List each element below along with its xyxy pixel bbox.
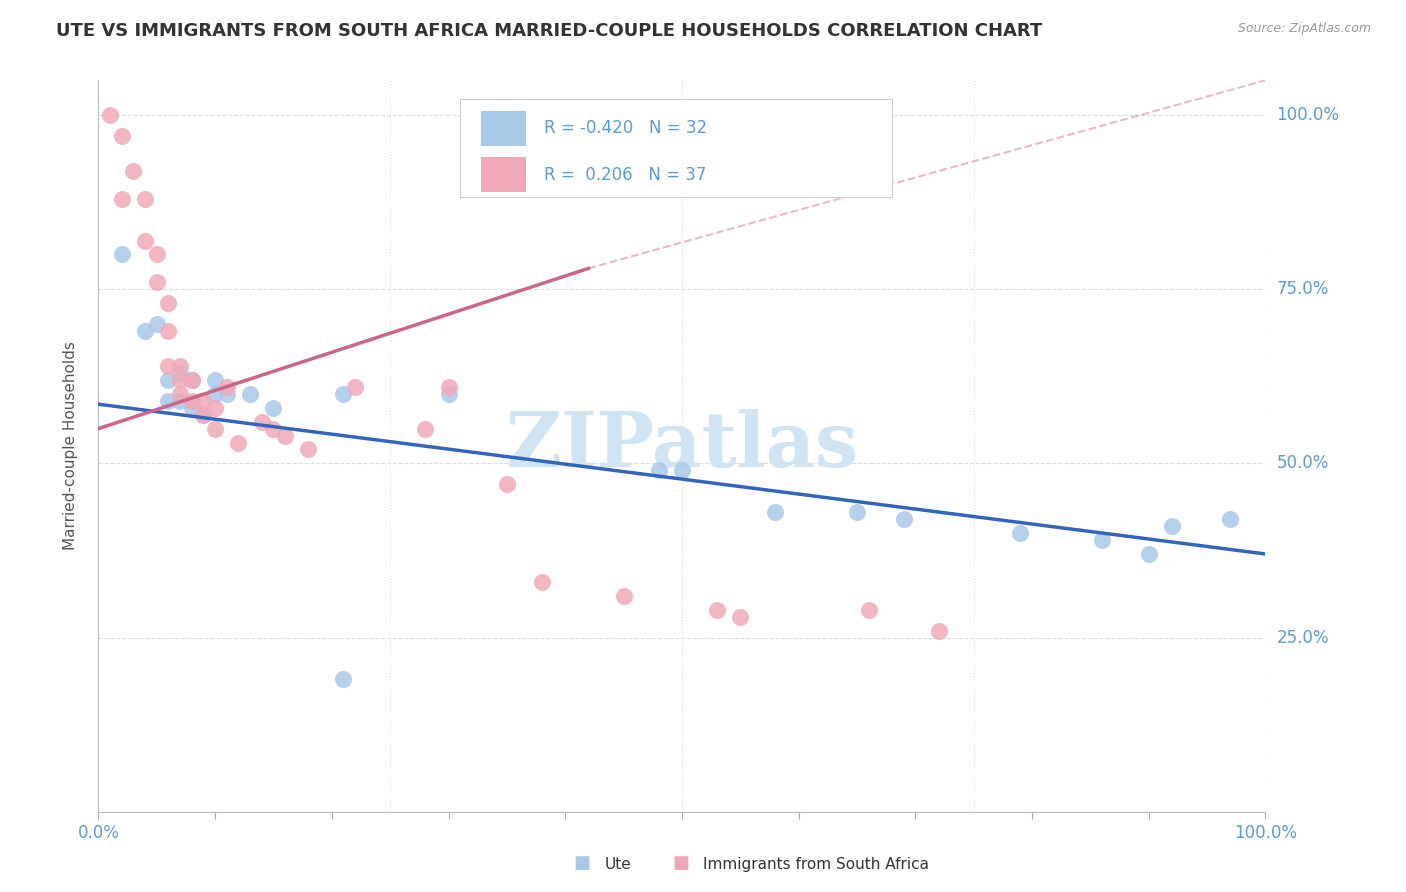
Point xyxy=(180,373,202,387)
Point xyxy=(332,673,354,687)
Text: ■: ■ xyxy=(672,855,689,872)
Point xyxy=(146,247,169,261)
Text: 75.0%: 75.0% xyxy=(1277,280,1329,298)
Point xyxy=(893,512,915,526)
Text: Source: ZipAtlas.com: Source: ZipAtlas.com xyxy=(1237,22,1371,36)
Text: 25.0%: 25.0% xyxy=(1277,629,1329,647)
Point xyxy=(180,393,202,408)
Point xyxy=(111,247,134,261)
Point xyxy=(169,386,191,401)
Point xyxy=(193,408,215,422)
Point xyxy=(204,421,226,435)
Point xyxy=(297,442,319,457)
Point xyxy=(157,373,180,387)
Point xyxy=(111,128,134,143)
Text: 100.0%: 100.0% xyxy=(1277,106,1340,124)
Point xyxy=(180,401,202,415)
Point xyxy=(111,192,134,206)
Point xyxy=(1161,519,1184,533)
Point xyxy=(228,435,250,450)
Point xyxy=(193,393,215,408)
Point xyxy=(169,393,191,408)
Point xyxy=(157,359,180,373)
Point xyxy=(613,589,636,603)
Point xyxy=(1219,512,1241,526)
FancyBboxPatch shape xyxy=(460,99,891,197)
Point xyxy=(250,415,273,429)
Point xyxy=(858,603,880,617)
Text: Ute: Ute xyxy=(605,857,631,872)
Text: Immigrants from South Africa: Immigrants from South Africa xyxy=(703,857,929,872)
Point xyxy=(157,393,180,408)
Point xyxy=(215,386,238,401)
Point xyxy=(204,401,226,415)
Point xyxy=(215,380,238,394)
Point xyxy=(530,574,553,589)
Point xyxy=(98,108,121,122)
Point xyxy=(730,609,752,624)
Point xyxy=(437,380,460,394)
Point xyxy=(157,324,180,338)
Point xyxy=(262,401,284,415)
FancyBboxPatch shape xyxy=(481,157,526,193)
Point xyxy=(169,359,191,373)
Point xyxy=(928,624,950,638)
Point xyxy=(763,505,786,519)
Point xyxy=(204,373,226,387)
Text: ■: ■ xyxy=(574,855,591,872)
Point xyxy=(169,366,191,380)
Text: R =  0.206   N = 37: R = 0.206 N = 37 xyxy=(544,166,707,184)
FancyBboxPatch shape xyxy=(481,111,526,146)
Point xyxy=(671,463,693,477)
Text: R = -0.420   N = 32: R = -0.420 N = 32 xyxy=(544,120,707,137)
Point xyxy=(413,421,436,435)
Point xyxy=(274,428,297,442)
Point xyxy=(157,296,180,310)
Y-axis label: Married-couple Households: Married-couple Households xyxy=(63,342,77,550)
Point xyxy=(146,275,169,289)
Point xyxy=(122,164,145,178)
Point xyxy=(134,234,156,248)
Point xyxy=(169,373,191,387)
Point xyxy=(437,386,460,401)
Point xyxy=(1010,526,1032,541)
Point xyxy=(239,386,262,401)
Point xyxy=(134,324,156,338)
Point xyxy=(180,373,202,387)
Point xyxy=(1091,533,1114,547)
Text: UTE VS IMMIGRANTS FROM SOUTH AFRICA MARRIED-COUPLE HOUSEHOLDS CORRELATION CHART: UTE VS IMMIGRANTS FROM SOUTH AFRICA MARR… xyxy=(56,22,1042,40)
Point xyxy=(706,603,728,617)
Point xyxy=(496,477,519,491)
Point xyxy=(134,192,156,206)
Text: ZIPatlas: ZIPatlas xyxy=(505,409,859,483)
Point xyxy=(146,317,169,331)
Point xyxy=(344,380,367,394)
Point xyxy=(193,408,215,422)
Point xyxy=(846,505,869,519)
Point xyxy=(332,386,354,401)
Point xyxy=(1137,547,1160,561)
Point xyxy=(204,386,226,401)
Point xyxy=(647,463,669,477)
Text: 50.0%: 50.0% xyxy=(1277,454,1329,473)
Point xyxy=(262,421,284,435)
